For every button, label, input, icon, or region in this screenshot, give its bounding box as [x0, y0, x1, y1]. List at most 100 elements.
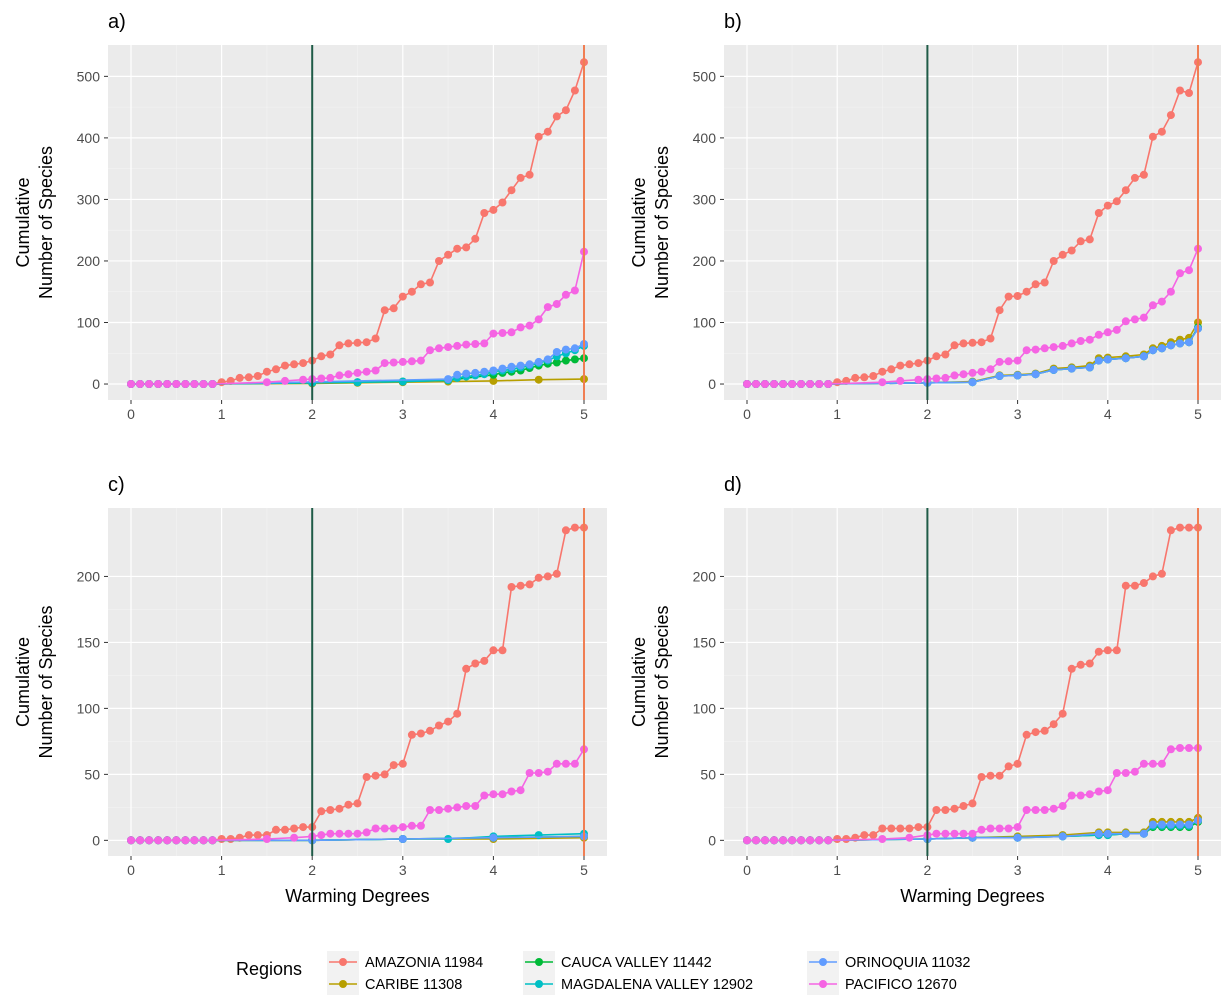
data-point-pacifico — [471, 802, 480, 810]
x-tick-label: 5 — [1194, 406, 1202, 422]
legend-key-point — [535, 980, 543, 988]
data-point-amazonia — [516, 581, 525, 590]
data-point-pacifico — [453, 341, 462, 350]
data-point-amazonia — [950, 804, 959, 813]
data-point-pacifico — [1130, 767, 1139, 776]
data-point-amazonia — [1157, 569, 1166, 578]
data-point-pacifico — [462, 802, 471, 810]
data-point-pacifico — [371, 824, 380, 833]
data-point-pacifico — [480, 339, 489, 348]
data-point-pacifico — [444, 343, 453, 352]
data-point-pacifico — [172, 380, 181, 388]
legend-label: MAGDALENA VALLEY 12902 — [561, 977, 753, 993]
y-axis-title-line-1: Cumulative — [629, 637, 649, 727]
data-point-pacifico — [1085, 790, 1094, 799]
data-point-pacifico — [1076, 337, 1085, 345]
data-point-pacifico — [154, 380, 163, 388]
y-tick-label: 400 — [693, 130, 717, 146]
data-point-amazonia — [1022, 287, 1031, 296]
data-point-amazonia — [281, 825, 289, 834]
data-point-pacifico — [1112, 769, 1121, 777]
data-point-pacifico — [163, 836, 172, 845]
data-point-pacifico — [932, 829, 941, 838]
data-point-pacifico — [353, 829, 362, 838]
data-point-amazonia — [833, 378, 842, 387]
data-point-amazonia — [860, 373, 869, 382]
y-tick-label: 200 — [693, 253, 717, 269]
data-point-pacifico — [371, 366, 380, 375]
data-point-amazonia — [941, 350, 950, 359]
data-point-pacifico — [1166, 287, 1175, 296]
data-point-amazonia — [416, 280, 425, 289]
data-point-amazonia — [1094, 209, 1103, 217]
data-point-pacifico — [507, 328, 516, 337]
series-layer — [743, 523, 1202, 845]
data-point-amazonia — [887, 365, 896, 374]
data-point-pacifico — [317, 374, 326, 383]
data-point-amazonia — [489, 646, 498, 655]
data-point-pacifico — [407, 821, 416, 830]
data-point-orinoquia — [444, 375, 453, 384]
data-point-pacifico — [507, 787, 516, 796]
data-point-amazonia — [543, 572, 552, 581]
data-point-amazonia — [878, 367, 887, 376]
data-point-pacifico — [1139, 313, 1148, 322]
legend-label: PACIFICO 12670 — [845, 977, 957, 993]
data-point-pacifico — [534, 769, 543, 777]
data-point-amazonia — [869, 831, 878, 840]
y-tick-label: 150 — [77, 634, 101, 650]
data-point-pacifico — [1013, 356, 1022, 365]
data-point-amazonia — [977, 773, 986, 781]
data-point-amazonia — [1013, 292, 1022, 300]
legend-key-point — [819, 980, 827, 988]
data-point-amazonia — [543, 127, 552, 136]
data-point-amazonia — [453, 709, 462, 718]
data-point-amazonia — [842, 835, 851, 843]
data-point-pacifico — [199, 836, 208, 845]
data-point-amazonia — [435, 257, 443, 265]
data-point-pacifico — [281, 376, 289, 385]
data-point-amazonia — [389, 761, 398, 770]
data-point-pacifico — [398, 357, 407, 366]
x-tick-label: 5 — [580, 862, 588, 878]
data-point-pacifico — [1040, 344, 1049, 353]
data-point-orinoquia — [1121, 354, 1130, 363]
data-point-amazonia — [534, 573, 543, 582]
data-point-amazonia — [1166, 526, 1175, 535]
data-point-amazonia — [335, 341, 344, 350]
y-tick-label: 200 — [693, 568, 717, 584]
x-tick-label: 1 — [218, 406, 226, 422]
data-point-pacifico — [335, 371, 344, 380]
data-point-pacifico — [950, 371, 959, 380]
data-point-pacifico — [262, 378, 271, 387]
data-point-pacifico — [1022, 806, 1031, 814]
data-point-pacifico — [498, 790, 507, 799]
data-point-orinoquia — [462, 369, 471, 378]
data-point-pacifico — [914, 375, 923, 384]
data-point-pacifico — [208, 836, 217, 845]
data-point-amazonia — [1103, 646, 1112, 655]
data-point-pacifico — [362, 367, 371, 376]
data-point-pacifico — [570, 759, 579, 768]
x-tick-label: 5 — [580, 406, 588, 422]
data-point-amazonia — [398, 759, 407, 768]
data-point-pacifico — [462, 340, 471, 349]
data-point-amazonia — [851, 373, 860, 382]
y-tick-label: 150 — [693, 634, 717, 650]
legend-title: Regions — [236, 959, 302, 979]
legend-item-magdalena-valley: MAGDALENA VALLEY 12902 — [523, 973, 753, 995]
data-point-pacifico — [905, 833, 914, 842]
data-point-amazonia — [272, 825, 280, 834]
data-point-orinoquia — [1185, 338, 1193, 347]
data-point-orinoquia — [525, 360, 534, 369]
data-point-pacifico — [806, 380, 815, 388]
data-point-amazonia — [525, 170, 534, 179]
data-point-pacifico — [950, 829, 959, 838]
data-point-pacifico — [1067, 339, 1076, 348]
data-point-pacifico — [262, 835, 271, 843]
data-point-amazonia — [281, 361, 289, 370]
